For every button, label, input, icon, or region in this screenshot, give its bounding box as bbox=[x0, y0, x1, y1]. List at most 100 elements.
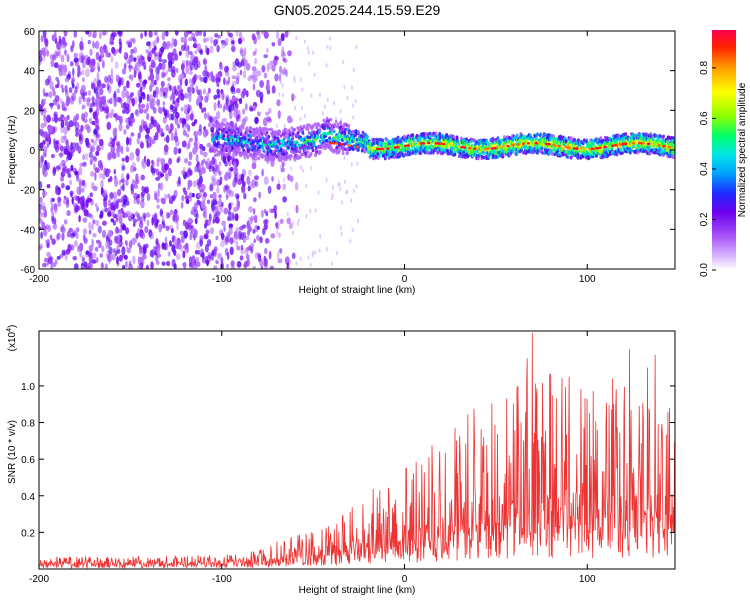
spectrogram-cell bbox=[336, 122, 340, 127]
spectrogram-cell bbox=[101, 31, 107, 36]
spectrogram-cell bbox=[411, 133, 415, 137]
spectrogram-cell bbox=[217, 140, 220, 145]
spectrogram-cell bbox=[223, 225, 226, 232]
spectrogram-cell bbox=[140, 141, 144, 149]
spectrogram-cell bbox=[276, 31, 280, 40]
spectrogram-cell bbox=[379, 150, 383, 155]
spectrogram-cell bbox=[229, 166, 234, 172]
spectrogram-cell bbox=[266, 138, 270, 143]
spectrogram-cell bbox=[93, 77, 98, 86]
spectrogram-cell bbox=[233, 206, 238, 213]
spectrogram-cell bbox=[88, 244, 93, 252]
spectrogram-cell bbox=[167, 251, 171, 257]
spectrogram-cell bbox=[78, 178, 83, 185]
spectrogram-cell bbox=[241, 184, 246, 194]
spectrogram-cell bbox=[291, 131, 295, 136]
spectrogram-cell bbox=[61, 182, 65, 189]
spectrogram-cell bbox=[55, 145, 59, 153]
spectrogram-cell bbox=[64, 77, 70, 83]
spectrogram-cell bbox=[156, 247, 161, 256]
spectrogram-cell bbox=[246, 175, 251, 185]
spectrogram-cell bbox=[191, 255, 196, 263]
spectrogram-cell bbox=[204, 64, 208, 74]
spectrogram-cell bbox=[215, 148, 218, 152]
spectrogram-cell bbox=[188, 217, 192, 223]
spectrogram-cell bbox=[133, 222, 136, 227]
spectrogram-cell bbox=[439, 142, 443, 145]
spectrogram-marks bbox=[39, 31, 675, 269]
spectrogram-cell bbox=[77, 205, 81, 211]
chart-title: GN05.2025.244.15.59.E29 bbox=[274, 2, 441, 18]
spectrogram-cell bbox=[233, 109, 239, 118]
spectrogram-cell bbox=[123, 212, 128, 218]
spectrogram-cell bbox=[381, 147, 385, 151]
spectrogram-cell bbox=[51, 238, 56, 245]
spectrogram-cell bbox=[135, 148, 140, 157]
spectrogram-cell bbox=[161, 71, 165, 78]
spectrogram-cell bbox=[129, 93, 133, 99]
spectrogram-cell bbox=[204, 95, 209, 103]
spectrogram-cell bbox=[351, 228, 354, 233]
spectrogram-cell bbox=[378, 147, 382, 151]
spectrogram-cell bbox=[250, 242, 255, 248]
spectrogram-cell bbox=[340, 231, 343, 237]
spectrogram-cell bbox=[200, 248, 204, 254]
spectrogram-cell bbox=[290, 146, 294, 151]
spectrogram-cell bbox=[224, 173, 229, 181]
spectrogram-cell bbox=[501, 152, 505, 157]
spectrogram-cell bbox=[282, 183, 287, 191]
spectrogram-cell bbox=[163, 193, 169, 200]
spectrogram-cell bbox=[118, 123, 123, 132]
spectrogram-cell bbox=[79, 196, 83, 205]
spectrogram-cell bbox=[77, 245, 80, 252]
spectrogram-cell bbox=[383, 145, 387, 149]
spectrogram-cell bbox=[309, 262, 312, 267]
spectrogram-cell bbox=[71, 83, 75, 89]
spectrogram-cell bbox=[70, 164, 74, 172]
spectrogram-cell bbox=[276, 145, 280, 150]
spectrogram-cell bbox=[351, 85, 353, 90]
spectrogram-cell bbox=[108, 142, 113, 147]
spectrogram-cell bbox=[146, 94, 150, 102]
spectrogram-cell bbox=[118, 31, 123, 37]
spectrogram-cell bbox=[183, 171, 187, 180]
spectrogram-cell bbox=[209, 184, 214, 192]
spectrogram-cell bbox=[212, 214, 218, 223]
spectrogram-cell bbox=[108, 246, 113, 255]
spectrogram-cell bbox=[99, 240, 102, 248]
spectrogram-cell bbox=[217, 152, 221, 157]
spectrogram-cell bbox=[160, 197, 164, 204]
spectrogram-cell bbox=[193, 56, 199, 64]
spectrogram-cell bbox=[299, 256, 302, 261]
spectrogram-cell bbox=[165, 134, 170, 144]
spectrogram-cell bbox=[332, 142, 336, 145]
spectrogram-cell bbox=[252, 265, 257, 269]
spectrogram-cell bbox=[94, 246, 99, 252]
spectrogram-cell bbox=[182, 250, 186, 259]
spectrogram-cell bbox=[337, 135, 340, 140]
spectrogram-cell bbox=[325, 63, 328, 68]
spectrogram-cell bbox=[155, 73, 160, 82]
spectrogram-cell bbox=[275, 221, 280, 230]
spectrogram-cell bbox=[243, 59, 248, 65]
spectrogram-cell bbox=[270, 233, 276, 239]
spectrogram-cell bbox=[50, 207, 54, 213]
spectrogram-cell bbox=[61, 87, 65, 93]
spectrogram-cell bbox=[180, 235, 185, 244]
spectrogram-cell bbox=[274, 56, 280, 61]
spectrogram-cell bbox=[177, 156, 181, 162]
spectrogram-cell bbox=[216, 44, 220, 53]
spectrogram-cell bbox=[203, 76, 208, 84]
spectrogram-cell bbox=[223, 137, 227, 142]
spectrogram-cell bbox=[575, 147, 579, 150]
spectrogram-cell bbox=[182, 219, 187, 227]
spectrogram-cell bbox=[239, 69, 243, 76]
spectrogram-cell bbox=[103, 201, 108, 208]
spectrogram-cell bbox=[276, 183, 281, 190]
spectrogram-cell bbox=[178, 50, 182, 56]
spectrogram-cell bbox=[180, 88, 184, 94]
spectrogram-cell bbox=[150, 249, 155, 258]
spectrogram-cell bbox=[288, 264, 291, 269]
spectrogram-cell bbox=[202, 158, 207, 164]
spectrogram-cell bbox=[116, 147, 120, 155]
